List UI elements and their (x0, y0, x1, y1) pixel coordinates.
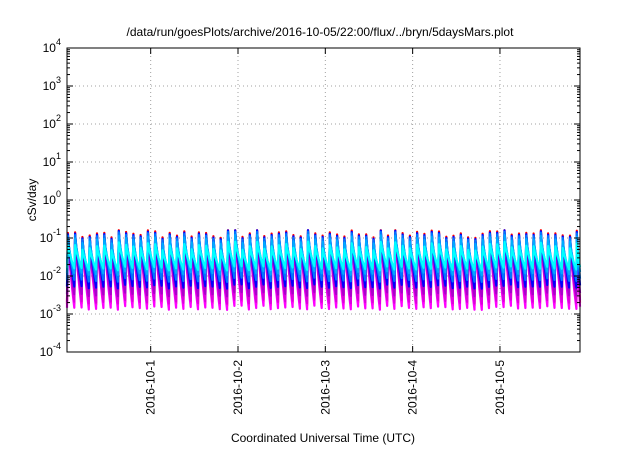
y-tick-label: 10-1 (40, 227, 61, 245)
y-tick-label: 104 (43, 37, 61, 55)
x-axis-ticks: 2016-10-1 2016-10-2 2016-10-3 2016-10-4 2016… (144, 48, 507, 415)
y-tick-label: 10-4 (40, 341, 61, 359)
x-tick-label: 2016-10-3 (318, 360, 332, 415)
y-tick-label: 10-2 (40, 265, 61, 283)
series-group (65, 229, 582, 311)
y-tick-label: 102 (43, 113, 61, 131)
series-line-7 (65, 240, 582, 272)
x-tick-label: 2016-10-1 (144, 360, 158, 415)
y-tick-label: 101 (43, 151, 61, 169)
chart-title: /data/run/goesPlots/archive/2016-10-05/2… (127, 25, 515, 39)
y-axis-ticks: 10-4 10-3 10-2 10-1 100 101 102 103 104 (40, 37, 580, 359)
y-tick-label: 100 (43, 189, 61, 207)
y-tick-label: 10-3 (40, 303, 61, 321)
x-tick-label: 2016-10-5 (493, 360, 507, 415)
x-tick-label: 2016-10-4 (406, 360, 420, 415)
x-axis-label: Coordinated Universal Time (UTC) (231, 431, 415, 445)
y-tick-label: 103 (43, 75, 61, 93)
x-tick-label: 2016-10-2 (231, 360, 245, 415)
y-axis-label: cSv/day (25, 179, 39, 222)
